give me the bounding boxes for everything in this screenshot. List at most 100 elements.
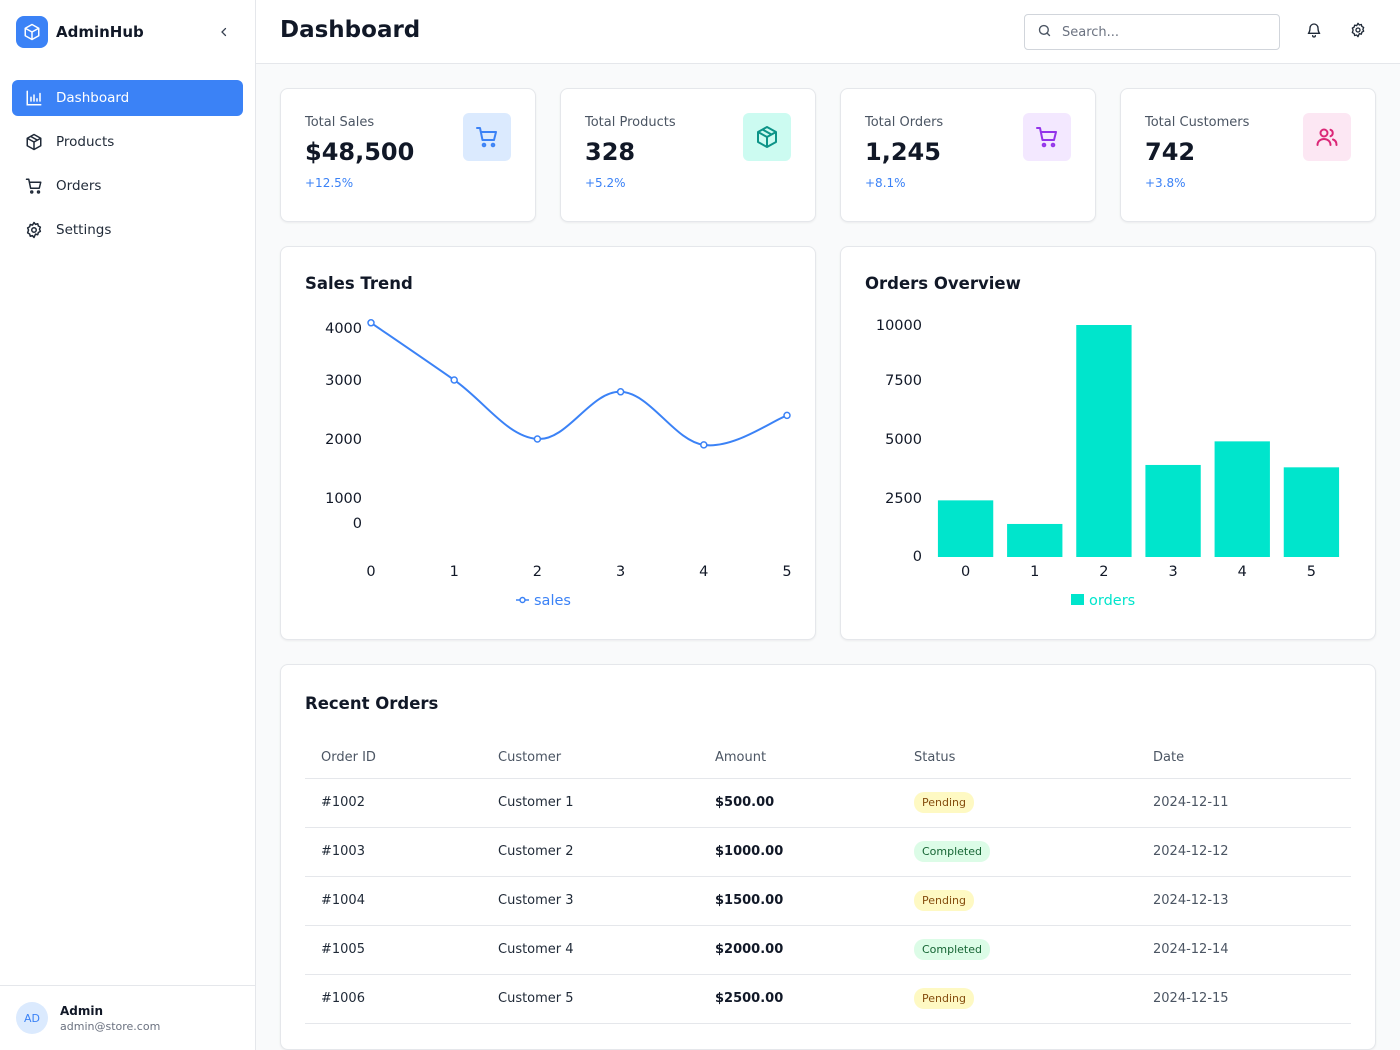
column-header: Status: [898, 738, 1137, 779]
table-row[interactable]: #1004 Customer 3 $1500.00 Pending 2024-12-13: [305, 876, 1351, 926]
orders-overview-chart: 0 2500 5000 7500 10000 0 1 2 3 4 5 orders: [876, 318, 1340, 609]
y-tick-label: 1000: [325, 491, 362, 507]
customer-name: Customer 4: [482, 925, 699, 975]
x-tick-label: 0: [961, 564, 970, 580]
customer-name: Customer 1: [482, 778, 699, 828]
orders-bar: [1007, 523, 1063, 557]
sidebar-nav: Dashboard Products Orders Settings: [0, 64, 255, 248]
customer-name: Customer 2: [482, 827, 699, 877]
card-title: Sales Trend: [305, 274, 413, 293]
page-title: Dashboard: [280, 17, 421, 43]
sidebar-item-settings[interactable]: Settings: [12, 212, 243, 248]
order-amount: $2000.00: [699, 925, 898, 975]
search-input[interactable]: [1062, 24, 1262, 40]
x-tick-label: 4: [699, 564, 708, 580]
order-amount: $500.00: [699, 778, 898, 828]
order-date: 2024-12-11: [1137, 778, 1351, 828]
x-tick-label: 3: [616, 564, 625, 580]
orders-bar: [1283, 467, 1340, 557]
legend-marker: [519, 596, 526, 604]
sales-point: [700, 441, 708, 449]
sidebar-item-label: Products: [56, 134, 115, 150]
order-id: #1002: [305, 778, 482, 828]
cube-icon: [16, 16, 48, 48]
sales-trend-card: Sales Trend 0 1000 2000 3000 4000 0 1 2 3 4 5 sales: [280, 246, 816, 640]
sidebar-item-dashboard[interactable]: Dashboard: [12, 80, 243, 116]
customer-name: Customer 5: [482, 974, 699, 1024]
order-amount: $2500.00: [699, 974, 898, 1024]
package-icon: [24, 132, 44, 152]
stat-card-total-customers: Total Customers 742 +3.8%: [1120, 88, 1376, 222]
orders-table: Order ID Customer Amount Status Date #10…: [305, 738, 1351, 1024]
sidebar-item-orders[interactable]: Orders: [12, 168, 243, 204]
sales-line: [370, 321, 788, 447]
y-tick-label: 5000: [885, 432, 922, 448]
status-badge: Pending: [914, 792, 974, 813]
y-tick-label: 7500: [885, 373, 922, 389]
brand: AdminHub: [0, 0, 255, 64]
stat-card-total-orders: Total Orders 1,245 +8.1%: [840, 88, 1096, 222]
status-cell: Pending: [898, 974, 1137, 1024]
x-tick-label: 1: [1030, 564, 1039, 580]
order-date: 2024-12-13: [1137, 876, 1351, 926]
status-cell: Pending: [898, 778, 1137, 828]
collapse-sidebar-button[interactable]: [215, 23, 233, 41]
card-title: Recent Orders: [305, 694, 439, 713]
table-row[interactable]: #1006 Customer 5 $2500.00 Pending 2024-12-15: [305, 974, 1351, 1024]
users-icon: [1303, 113, 1351, 161]
brand-name: AdminHub: [56, 23, 144, 41]
cart-icon: [1023, 113, 1071, 161]
search-icon: [1037, 23, 1052, 42]
user-name: Admin: [60, 1003, 104, 1018]
order-id: #1005: [305, 925, 482, 975]
x-tick-label: 2: [1099, 564, 1108, 580]
legend-label: orders: [1089, 593, 1135, 609]
stat-label: Total Customers: [1145, 115, 1250, 130]
table-row[interactable]: #1005 Customer 4 $2000.00 Completed 2024-12-…: [305, 925, 1351, 975]
sidebar-item-label: Settings: [56, 222, 112, 238]
stat-value: 328: [585, 138, 636, 166]
table-row[interactable]: #1002 Customer 1 $500.00 Pending 2024-12-11: [305, 778, 1351, 828]
order-amount: $1500.00: [699, 876, 898, 926]
x-tick-label: 3: [1168, 564, 1177, 580]
sidebar-item-products[interactable]: Products: [12, 124, 243, 160]
table-row[interactable]: #1003 Customer 2 $1000.00 Completed 2024-12-…: [305, 827, 1351, 877]
order-amount: $1000.00: [699, 827, 898, 877]
user-email: admin@store.com: [60, 1019, 161, 1033]
order-date: 2024-12-12: [1137, 827, 1351, 877]
status-cell: Completed: [898, 925, 1137, 975]
sidebar: AdminHub Dashboard Products Orders: [0, 0, 256, 1050]
sales-point: [367, 319, 375, 327]
sales-point: [533, 435, 542, 443]
order-id: #1003: [305, 827, 482, 877]
x-tick-label: 1: [450, 564, 459, 580]
user-profile[interactable]: AD Admin admin@store.com: [0, 985, 255, 1050]
orders-bar: [937, 500, 994, 557]
recent-orders-card: Recent Orders Order ID Customer Amount S…: [280, 664, 1376, 1050]
stat-change: +12.5%: [305, 176, 354, 190]
sales-point: [783, 411, 791, 420]
settings-button[interactable]: [1348, 22, 1368, 42]
sales-point: [616, 388, 625, 396]
search-box[interactable]: [1024, 14, 1280, 50]
table-header-row: Order ID Customer Amount Status Date: [305, 738, 1351, 779]
orders-overview-card: Orders Overview 0 2500 5000 7500 10000 0 1 2 3 4 5…: [840, 246, 1376, 640]
sales-trend-chart: 0 1000 2000 3000 4000 0 1 2 3 4 5 sales: [325, 319, 792, 609]
stat-change: +5.2%: [585, 176, 626, 190]
x-tick-label: 5: [1307, 564, 1316, 580]
status-badge: Completed: [914, 939, 990, 960]
cart-icon: [463, 113, 511, 161]
stat-label: Total Products: [585, 115, 676, 130]
y-tick-label: 0: [913, 549, 922, 565]
order-date: 2024-12-15: [1137, 974, 1351, 1024]
stat-label: Total Sales: [305, 115, 375, 130]
legend-swatch: [1071, 594, 1084, 605]
stat-change: +3.8%: [1145, 176, 1186, 190]
notifications-button[interactable]: [1304, 22, 1324, 42]
order-id: #1006: [305, 974, 482, 1024]
stat-value: $48,500: [305, 138, 415, 166]
column-header: Date: [1137, 738, 1351, 779]
column-header: Amount: [699, 738, 898, 779]
orders-bar: [1145, 464, 1201, 557]
x-tick-label: 2: [533, 564, 542, 580]
